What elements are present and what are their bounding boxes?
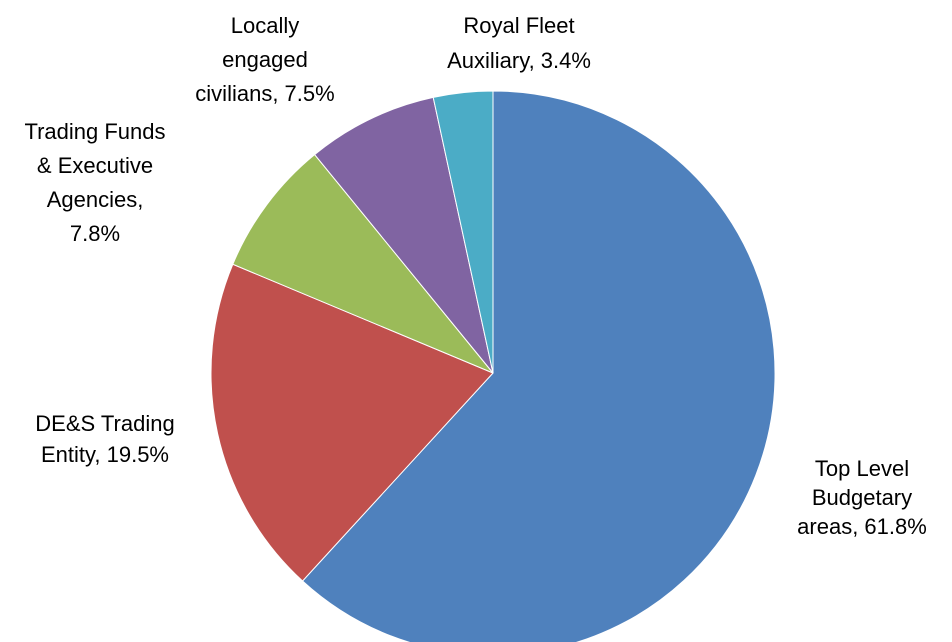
slice-label: civilians, 7.5% [195,81,334,106]
slice-label: Budgetary [812,485,912,510]
slice-label: Top Level [815,456,909,481]
pie-slice [301,90,776,642]
slice-label: 7.8% [70,221,120,246]
slice-label: areas, 61.8% [797,514,927,539]
slice-label: Auxiliary, 3.4% [447,48,591,73]
slice-label: Agencies, [47,187,144,212]
slice-label: Trading Funds [24,119,165,144]
pie-slice [313,96,494,374]
slice-label: Royal Fleet [463,13,574,38]
pie-slice [232,153,494,374]
slice-label: engaged [222,47,308,72]
slice-label: Locally [231,13,299,38]
pie-slice [432,90,494,374]
slice-label: DE&S Trading [35,411,174,436]
pie-slice [210,263,494,582]
slice-label: & Executive [37,153,153,178]
slice-label: Entity, 19.5% [41,442,169,467]
